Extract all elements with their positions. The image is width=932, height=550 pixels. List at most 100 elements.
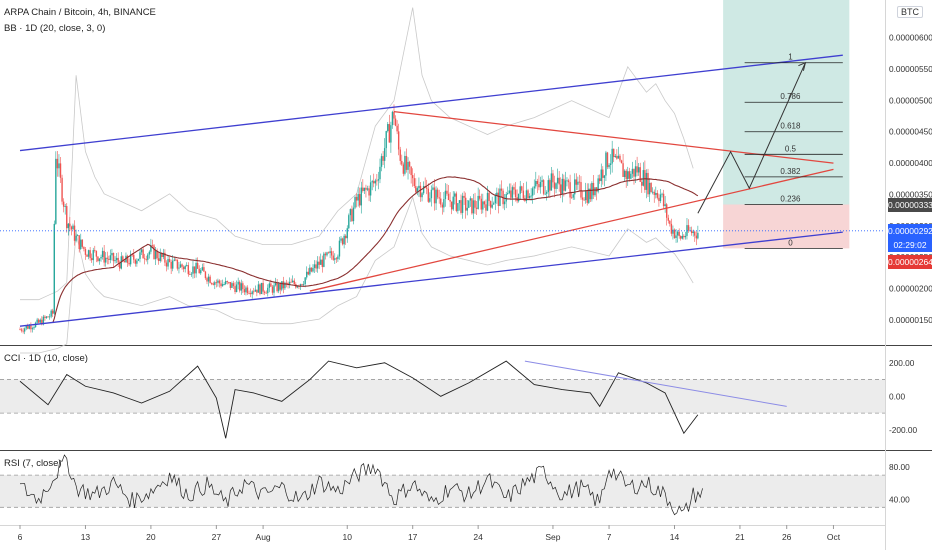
candle-body bbox=[633, 168, 635, 177]
candle-body bbox=[218, 280, 221, 284]
candle-body bbox=[330, 251, 333, 256]
cci-indicator-legend[interactable]: CCI · 1D (10, close) bbox=[4, 353, 88, 364]
candle-body bbox=[662, 193, 665, 207]
bb-indicator-legend[interactable]: BB · 1D (20, close, 3, 0) bbox=[4, 23, 106, 34]
candle-body bbox=[240, 283, 242, 291]
candle-body bbox=[189, 274, 191, 276]
candle-body bbox=[95, 250, 98, 257]
candle-body bbox=[55, 158, 57, 224]
candle-body bbox=[175, 259, 177, 261]
rsi-axis-tick: 80.00 bbox=[889, 462, 910, 472]
candle-body bbox=[513, 187, 515, 190]
candle-body bbox=[450, 201, 453, 210]
candle-body bbox=[326, 252, 328, 256]
candle-body bbox=[309, 267, 311, 275]
candle-body bbox=[142, 249, 144, 259]
candle-body bbox=[574, 179, 576, 195]
candle-body bbox=[229, 282, 232, 288]
candle-body bbox=[387, 124, 389, 132]
currency-badge[interactable]: BTC bbox=[897, 6, 923, 18]
fib-level-label: 0 bbox=[788, 238, 793, 247]
candle-body bbox=[535, 180, 537, 187]
candle-body bbox=[215, 282, 218, 284]
candle-body bbox=[304, 277, 306, 285]
candle-body bbox=[284, 282, 286, 289]
candle-body bbox=[489, 201, 492, 208]
candle-body bbox=[256, 289, 258, 293]
candle-body bbox=[697, 232, 699, 239]
candle-body bbox=[365, 187, 367, 190]
candle-body bbox=[44, 316, 46, 318]
candle-body bbox=[614, 155, 616, 158]
candle-body bbox=[575, 179, 578, 185]
candle-body bbox=[617, 155, 620, 159]
candle-body bbox=[38, 319, 40, 323]
candle-body bbox=[363, 187, 366, 191]
candle-body bbox=[641, 181, 643, 186]
candle-body bbox=[564, 180, 567, 191]
candle-body bbox=[157, 258, 160, 261]
candle-body bbox=[447, 193, 450, 201]
candle-body bbox=[279, 283, 281, 290]
candle-body bbox=[56, 158, 59, 169]
candle-body bbox=[687, 225, 690, 231]
candle-body bbox=[441, 204, 444, 208]
candle-body bbox=[683, 235, 685, 238]
candle-body bbox=[497, 192, 500, 206]
candle-body bbox=[694, 231, 696, 236]
candle-body bbox=[243, 289, 246, 293]
candle-body bbox=[290, 281, 292, 283]
rsi-pane bbox=[0, 454, 885, 516]
channel-upper-line bbox=[19, 54, 843, 152]
candle-body bbox=[210, 283, 213, 284]
candle-body bbox=[595, 187, 598, 192]
time-axis-tick: 6 bbox=[18, 532, 23, 542]
time-axis-tick: 17 bbox=[408, 532, 418, 542]
candle-body bbox=[204, 271, 207, 279]
candle-body bbox=[491, 204, 493, 208]
candle-body bbox=[474, 200, 476, 208]
candles-group bbox=[19, 104, 699, 335]
candle-body bbox=[140, 249, 143, 253]
candle-body bbox=[223, 284, 225, 285]
candle-body bbox=[519, 186, 521, 194]
candle-body bbox=[268, 283, 271, 288]
candle-body bbox=[147, 254, 149, 260]
candle-body bbox=[566, 180, 568, 182]
candle-body bbox=[549, 180, 551, 191]
candle-body bbox=[207, 276, 210, 282]
candle-body bbox=[606, 152, 609, 168]
candle-body bbox=[480, 198, 482, 210]
candle-body bbox=[594, 187, 596, 196]
candle-body bbox=[324, 253, 327, 256]
candle-body bbox=[198, 268, 200, 274]
candle-body bbox=[19, 329, 21, 331]
candle-body bbox=[89, 250, 91, 259]
candle-body bbox=[567, 180, 570, 183]
candle-body bbox=[622, 163, 624, 177]
projection-arrowhead bbox=[798, 61, 807, 71]
price-axis-tick: 0.00000350 bbox=[889, 189, 932, 199]
candle-body bbox=[73, 225, 76, 241]
candle-body bbox=[569, 182, 571, 198]
candle-body bbox=[432, 187, 434, 190]
candle-body bbox=[128, 262, 130, 265]
candle-body bbox=[72, 225, 74, 230]
candle-body bbox=[488, 192, 490, 202]
candle-body bbox=[288, 281, 291, 285]
candle-body bbox=[25, 325, 27, 329]
candle-body bbox=[525, 190, 528, 201]
candle-body bbox=[539, 181, 542, 188]
candle-body bbox=[31, 328, 34, 330]
rsi-indicator-legend[interactable]: RSI (7, close) bbox=[4, 458, 62, 469]
candle-body bbox=[66, 206, 68, 229]
candle-body bbox=[201, 267, 204, 271]
candle-body bbox=[452, 196, 454, 210]
candle-body bbox=[620, 160, 623, 164]
candle-body bbox=[500, 188, 503, 191]
candle-body bbox=[245, 287, 247, 293]
candle-body bbox=[597, 178, 599, 192]
candle-body bbox=[184, 266, 186, 270]
time-axis-tick: Oct bbox=[827, 532, 841, 542]
